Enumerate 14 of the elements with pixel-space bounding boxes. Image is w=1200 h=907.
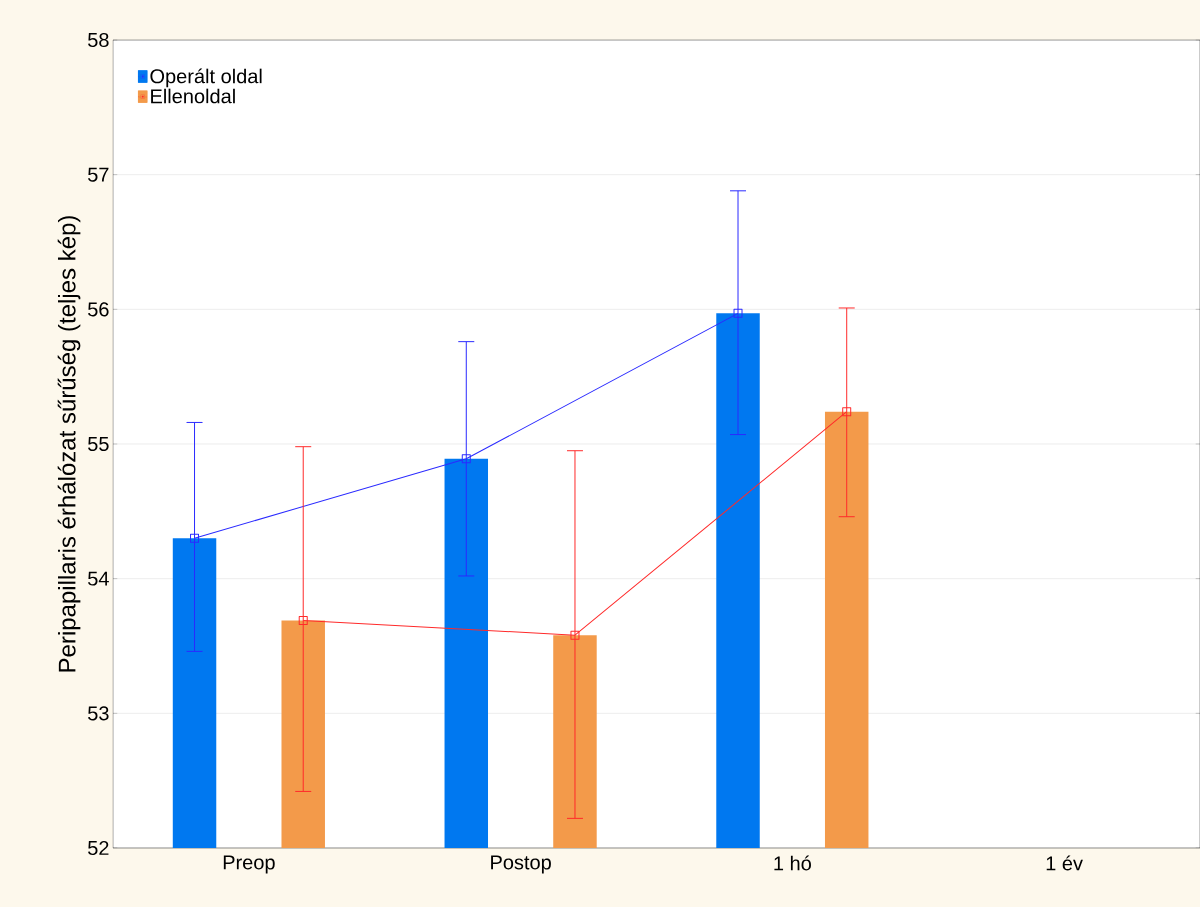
y-axis-title: Peripapillaris érhálózat sűrűség (teljes kép) bbox=[57, 216, 81, 672]
x-tick-label: 1 hó bbox=[774, 855, 811, 871]
legend-label: Ellenoldal bbox=[151, 88, 235, 104]
legend-label: Operált oldal bbox=[150, 68, 262, 88]
y-tick-label: 52 bbox=[88, 840, 109, 856]
y-tick-label: 56 bbox=[88, 302, 109, 317]
x-tick-label: Preop bbox=[223, 855, 275, 874]
y-tick-label: 54 bbox=[88, 571, 109, 586]
x-tick-label: 1 év bbox=[1046, 855, 1083, 871]
y-tick-label: 53 bbox=[88, 706, 109, 721]
x-tick-label: Postop bbox=[491, 855, 551, 874]
y-tick-label: 55 bbox=[88, 437, 109, 451]
y-tick-label: 57 bbox=[88, 167, 109, 182]
y-tick-label: 58 bbox=[88, 32, 109, 48]
